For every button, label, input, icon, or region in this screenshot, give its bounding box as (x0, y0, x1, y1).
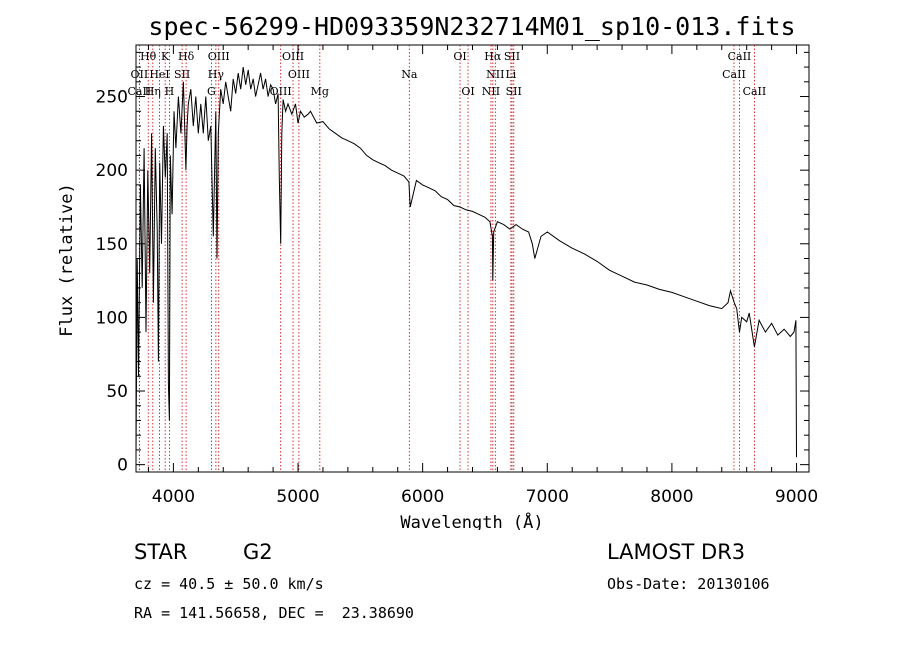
reference-line-label: Mg (311, 85, 329, 98)
reference-line-label: NII (486, 68, 504, 81)
plot-frame (135, 44, 810, 473)
y-tick-label: 250 (96, 88, 128, 108)
reference-line-label: OI (453, 50, 466, 63)
spectral-subclass: G2 (243, 540, 273, 564)
reference-line-label: Hθ (140, 50, 157, 63)
y-axis-ticks: 0 50 100 150 200 250 (96, 51, 809, 476)
reference-line-label: OIII (208, 50, 230, 63)
data-release: LAMOST DR3 (607, 540, 746, 564)
reference-line-label: CaII (722, 68, 746, 81)
reference-line-label: Na (401, 68, 418, 81)
reference-line-label: Hδ (178, 50, 195, 63)
x-tick-label: 5000 (276, 487, 319, 507)
reference-line-label: HeI (149, 68, 169, 81)
y-tick-label: 0 (117, 456, 128, 476)
y-tick-label: 50 (106, 382, 128, 402)
reference-line-label: Hη (145, 85, 161, 98)
reference-line-label: H (165, 85, 175, 98)
y-axis-label: Flux (relative) (57, 183, 77, 337)
reference-lines (138, 45, 755, 472)
reference-line-label: OIII (288, 68, 310, 81)
reference-line-label: OIII (270, 85, 292, 98)
reference-line-label: K (161, 50, 170, 63)
observation-date: Obs-Date: 20130106 (607, 575, 770, 593)
object-class: STAR (134, 540, 188, 564)
x-tick-label: 4000 (152, 487, 195, 507)
reference-line-label: Hα (484, 50, 502, 63)
x-tick-label: 9000 (775, 487, 818, 507)
x-axis-label: Wavelength (Å) (400, 511, 543, 530)
reference-line-label: SII (504, 50, 520, 63)
y-tick-label: 200 (96, 161, 128, 181)
x-axis-ticks: 4000 5000 6000 7000 8000 9000 (147, 45, 818, 507)
reference-line-label: OII (131, 68, 149, 81)
reference-line-label: Hγ (208, 68, 225, 81)
reference-line-label: OIII (282, 50, 304, 63)
reference-line-label: CaII (728, 50, 752, 63)
y-tick-label: 100 (96, 308, 128, 328)
coordinates: RA = 141.56658, DEC = 23.38690 (134, 604, 414, 622)
reference-line-label: G (207, 85, 216, 98)
reference-line-label: CaII (743, 85, 767, 98)
redshift-velocity: cz = 40.5 ± 50.0 km/s (134, 575, 324, 593)
spectrum-line (135, 67, 797, 458)
y-tick-label: 150 (96, 235, 128, 255)
x-tick-label: 6000 (401, 487, 444, 507)
reference-line-label: SII (506, 85, 522, 98)
reference-line-label: OI (461, 85, 474, 98)
spectrum-chart: spec-56299-HD093359N232714M01_sp10-013.f… (57, 12, 818, 530)
reference-line-label: Li (505, 68, 516, 81)
x-tick-label: 7000 (526, 487, 569, 507)
reference-line-label: CaII (128, 85, 152, 98)
reference-line-label: SII (174, 68, 190, 81)
chart-title: spec-56299-HD093359N232714M01_sp10-013.f… (148, 12, 795, 41)
x-tick-label: 8000 (650, 487, 693, 507)
reference-line-label: NII (482, 85, 500, 98)
